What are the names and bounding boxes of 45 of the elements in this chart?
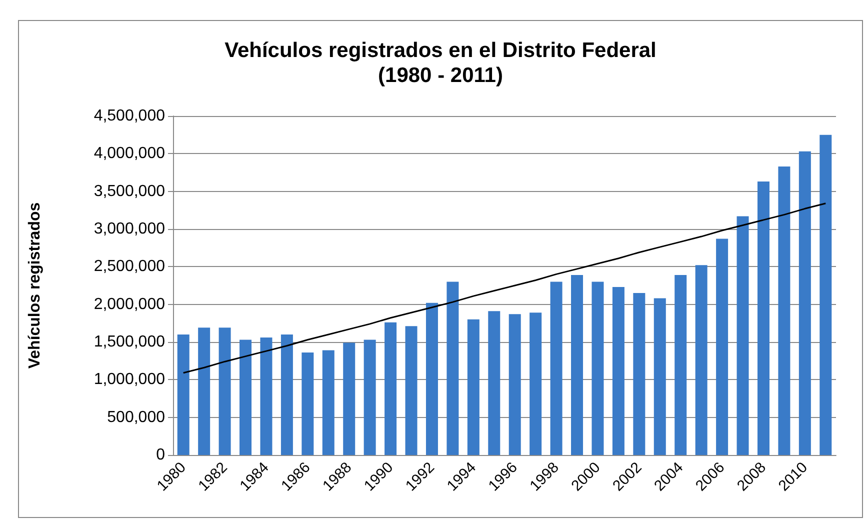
bar <box>426 302 438 455</box>
bar <box>612 287 624 455</box>
y-tick-label: 4,500,000 <box>94 108 166 124</box>
line-series <box>182 202 826 374</box>
bar <box>364 340 376 455</box>
bar <box>198 328 210 455</box>
bar <box>302 352 314 455</box>
bar <box>530 312 542 455</box>
bar <box>446 282 459 455</box>
bar <box>736 216 749 455</box>
y-tick-label: 0 <box>156 446 166 464</box>
bar <box>633 293 646 455</box>
bar <box>798 151 811 455</box>
bar <box>240 340 252 455</box>
bar <box>592 282 604 455</box>
bar <box>550 282 562 455</box>
y-tick-label: 2,000,000 <box>94 296 166 313</box>
y-tick-label: 500,000 <box>107 408 166 426</box>
bar <box>654 298 666 455</box>
bar <box>716 238 728 455</box>
bar <box>260 337 272 455</box>
y-tick-label: 1,000,000 <box>94 371 166 388</box>
bar <box>177 334 190 455</box>
y-axis-title: Vehículos registrados <box>26 202 44 369</box>
y-tick-label: 3,500,000 <box>94 182 166 200</box>
y-tick-label: 1,500,000 <box>94 334 166 350</box>
bar <box>778 166 790 455</box>
bar <box>467 319 480 455</box>
bar <box>280 334 293 455</box>
y-tick-label: 4,000,000 <box>94 145 166 162</box>
bar <box>571 274 584 455</box>
bar <box>405 326 418 455</box>
bar <box>695 265 708 455</box>
y-tick-label: 2,500,000 <box>94 258 166 276</box>
chart-title: Vehículos registrados en el Distrito Federal (1980 - 2011) <box>224 39 656 87</box>
bar <box>757 182 770 455</box>
bar <box>218 328 231 455</box>
bar <box>322 350 334 455</box>
bar <box>674 274 687 455</box>
y-tick-label: 3,000,000 <box>94 220 166 238</box>
bar <box>384 322 397 455</box>
bar <box>343 342 356 455</box>
bar <box>488 311 500 455</box>
bar <box>820 134 832 455</box>
bar <box>508 314 521 455</box>
